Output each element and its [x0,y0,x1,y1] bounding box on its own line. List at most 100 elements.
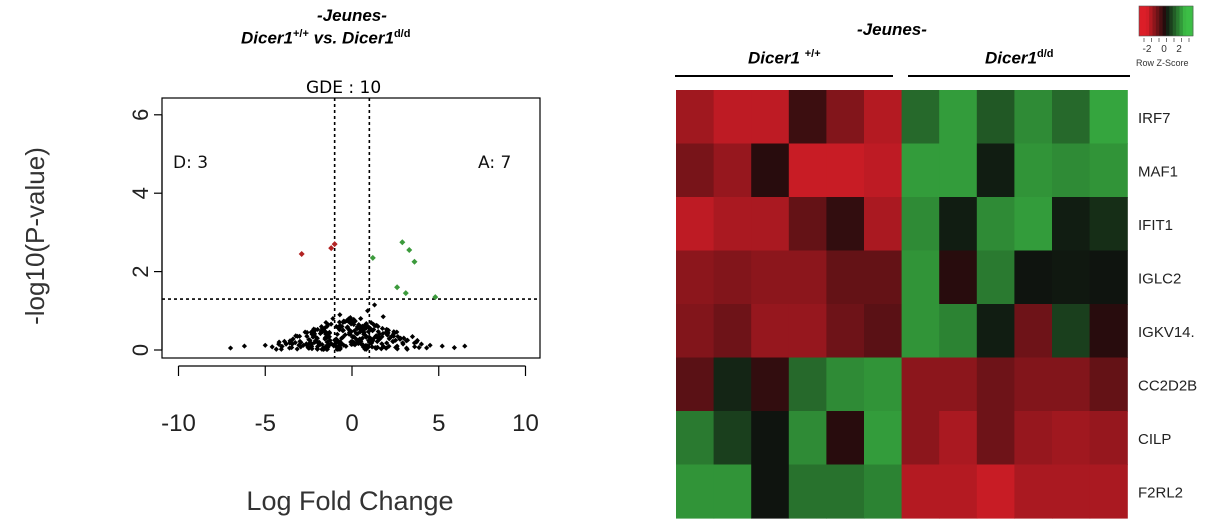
heatmap-cell [676,304,715,359]
ns-point [384,331,390,337]
ns-point [315,326,321,333]
color-key-tick-label: -2 [1143,44,1152,55]
ns-point [312,334,319,340]
ns-point [302,329,308,335]
heatmap-cell [1014,304,1053,359]
heatmap-cell [976,357,1015,412]
ns-point [308,342,315,348]
ns-point [310,334,316,340]
heatmap-row-label: IGLC2 [1138,270,1181,287]
heatmap-cell [826,304,865,359]
ns-point [363,334,369,340]
heatmap-cell [901,90,940,145]
heatmap-cell [751,90,790,145]
volcano-plot: 0 2 4 6 -10 -5 0 5 10 Log Fold Change -log10(P-val… [20,97,541,516]
heatmap-cell [788,411,827,466]
ns-point [296,333,303,339]
heatmap-cell [1052,90,1091,145]
ns-point [227,345,234,351]
ns-point [278,346,284,352]
y-axis-label: -log10(P-value) [20,147,50,325]
heatmap-group2-label: Dicer1 [985,48,1037,68]
ns-point [342,319,348,325]
volcano-subtitle: GDE : 10 [306,78,382,98]
ns-point [372,323,378,329]
ns-point [298,344,304,350]
color-key-swatch [1155,6,1160,36]
up-point [432,294,439,301]
ns-point [340,328,346,334]
heatmap-cell [1014,90,1053,145]
ns-point [308,329,314,335]
ns-point [340,334,346,340]
ns-point [334,331,340,337]
heatmap-cell [713,143,752,198]
heatmap-cell [1014,197,1053,252]
ns-point [323,334,330,341]
color-key-swatch [1166,6,1170,36]
heatmap-cell [976,411,1015,466]
ns-point [404,346,410,352]
ns-point [336,339,342,345]
heatmap-row-label: IGKV14. [1138,324,1195,341]
heatmap-cell [976,304,1015,359]
color-key-swatch [1145,6,1150,36]
heatmap-cell [826,411,865,466]
heatmap-cell [1089,90,1128,145]
heatmap-cell [901,304,940,359]
color-key-swatch [1139,6,1143,36]
heatmap-row-label: MAF1 [1138,163,1178,180]
ns-point [400,341,406,347]
ns-point [287,340,293,346]
ns-point [376,334,382,340]
ns-point [371,327,377,333]
up-point [369,254,376,261]
heatmap-cell [826,357,865,412]
color-key-swatch [1142,6,1147,36]
ns-point [373,345,380,351]
ns-point [327,337,333,343]
x-tick-label: -5 [255,410,276,437]
heatmap-cell [864,411,903,466]
ns-point [395,333,401,340]
heatmap-cell [713,304,752,359]
ns-point [363,325,369,331]
up-point [402,290,409,297]
color-key-swatch [1182,6,1187,36]
color-key-title: Row Z-Score [1136,58,1189,68]
heatmap-row-label: CC2D2B [1138,377,1197,394]
ns-point [390,338,396,345]
heatmap-cell [939,357,978,412]
ns-point [281,338,288,344]
up-count-label: A: 7 [478,153,511,173]
heatmap-cell [676,250,715,305]
ns-point [276,341,282,347]
color-key-tick-label: 0 [1161,44,1167,55]
volcano-group2-label: vs. Dicer1 [308,28,394,48]
ns-point [324,323,330,329]
y-tick-label: 2 [128,265,153,277]
ns-point [303,341,309,347]
heatmap-group2-sup: d/d [1036,48,1054,60]
ns-point [358,338,364,345]
ns-point [358,327,364,333]
color-key-swatch [1169,6,1174,36]
heatmap-row-label: IRF7 [1138,110,1171,127]
ns-point [392,330,398,336]
color-key-swatch [1179,6,1184,36]
x-tick-label: 10 [512,410,539,437]
heatmap-cell [751,143,790,198]
heatmap-cell [864,304,903,359]
down-count-label: D: 3 [173,153,208,173]
x-tick-label: -10 [161,410,196,437]
heatmap-cell [1089,143,1128,198]
ns-point [351,316,357,323]
heatmap-cell [788,197,827,252]
ns-point [371,302,378,308]
ns-point [351,334,357,340]
ns-point [383,345,389,351]
ns-point [289,341,295,347]
ns-point [373,333,379,339]
ns-point [323,344,329,350]
up-point [394,284,401,291]
